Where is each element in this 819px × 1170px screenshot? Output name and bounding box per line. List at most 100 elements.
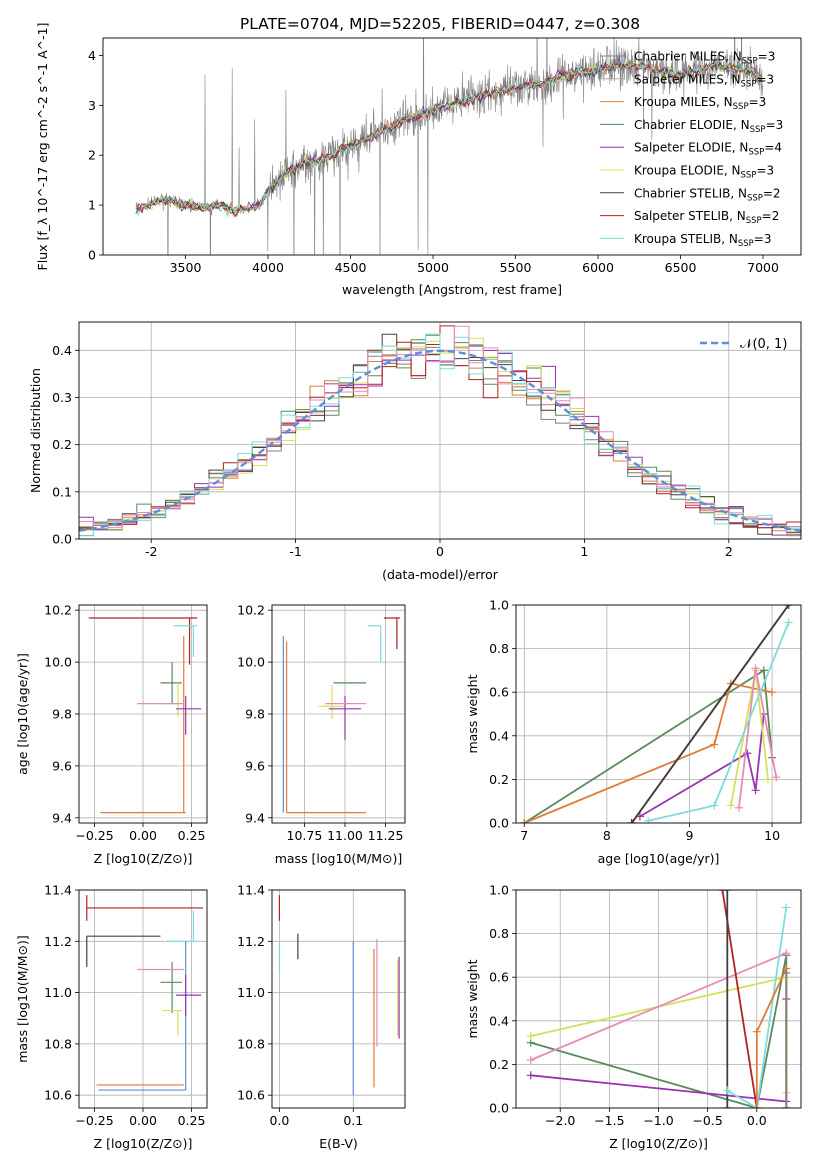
weight-marker xyxy=(752,1027,761,1036)
x-tick-label: 4500 xyxy=(335,260,367,275)
weight-marker xyxy=(752,1104,761,1108)
y-tick-label: 0.6 xyxy=(489,970,509,985)
weight-marker xyxy=(718,890,727,894)
y-tick-label: 9.8 xyxy=(52,707,72,722)
weight-marker xyxy=(763,775,772,784)
y-tick-label: 9.6 xyxy=(245,758,265,773)
figure-title: PLATE=0704, MJD=52205, FIBERID=0447, z=0… xyxy=(240,15,640,33)
y-tick-label: 10.6 xyxy=(237,1088,265,1103)
weight-marker xyxy=(784,618,793,627)
y-tick-label: 0.0 xyxy=(489,1101,509,1116)
y-axis-label: age [log10(age/yr)] xyxy=(15,653,30,775)
x-axis-label: Z [log10(Z/Z⊙)] xyxy=(609,1136,708,1151)
x-tick-label: 6500 xyxy=(665,260,697,275)
y-tick-label: 11.2 xyxy=(237,934,265,949)
x-tick-label: −2.0 xyxy=(545,1113,575,1128)
x-tick-label: −0.5 xyxy=(692,1113,722,1128)
mass-vs-EBV-marks xyxy=(278,895,400,1096)
y-tick-label: 0.8 xyxy=(489,926,509,941)
y-tick-label: 0.4 xyxy=(489,728,509,743)
weight-marker xyxy=(526,1071,535,1080)
age-vs-mass-panel: 10.75 11.00 11.25 9.4 9.6 9.8 10.0 10.2 mass [lo… xyxy=(237,603,406,866)
legend-label: Chabrier MILES, NSSP=3 xyxy=(634,50,775,67)
weight-marker xyxy=(726,801,735,810)
y-tick-label: 2 xyxy=(88,148,96,163)
y-tick-label: 10.6 xyxy=(44,1088,72,1103)
weight-series-line xyxy=(523,682,773,823)
weight-marker xyxy=(723,1086,732,1095)
x-tick-label: −0.25 xyxy=(75,828,113,843)
axes-frame xyxy=(102,37,802,256)
model-spectrum-line xyxy=(135,60,762,214)
weight-marker xyxy=(627,819,636,823)
y-tick-label: 11.4 xyxy=(44,883,72,898)
spectrum-marks xyxy=(135,38,764,255)
y-tick-label: 10.8 xyxy=(237,1036,265,1051)
legend-label: Kroupa STELIB, NSSP=3 xyxy=(634,232,772,249)
weight-marker xyxy=(526,1032,535,1041)
weight-marker xyxy=(782,1104,791,1108)
weight-marker xyxy=(644,816,653,823)
legend-label: Kroupa ELODIE, NSSP=3 xyxy=(634,164,774,181)
y-tick-label: 0.2 xyxy=(489,1057,509,1072)
y-tick-label: 0.0 xyxy=(489,816,509,831)
age-vs-Z-panel: −0.25 0.00 0.25 9.4 9.6 9.8 10.0 10.2 Z [log10(Z… xyxy=(15,603,208,866)
legend-label: Chabrier ELODIE, NSSP=3 xyxy=(634,118,783,135)
axes-frame xyxy=(271,889,406,1109)
y-tick-label: 11.2 xyxy=(44,934,72,949)
weight-vs-Z-marks xyxy=(526,890,791,1108)
x-tick-label: 7000 xyxy=(747,260,779,275)
x-tick-label: 10.75 xyxy=(287,828,323,843)
weight-marker xyxy=(735,803,744,812)
y-axis-label: Normed distribution xyxy=(28,368,43,493)
y-tick-label: 0.4 xyxy=(52,343,72,358)
weight-vs-Z-panel: −2.0 −1.5 −1.0 −0.5 0.0 0.0 0.2 0.4 0.6 0.8 1.0 Z [… xyxy=(465,883,802,1151)
x-tick-label: 6000 xyxy=(582,260,614,275)
y-tick-label: 10.2 xyxy=(44,603,72,618)
weight-marker xyxy=(723,1104,732,1108)
histogram-step-line xyxy=(79,325,801,536)
axes-frame xyxy=(271,604,406,824)
weight-marker xyxy=(784,605,793,609)
weight-marker xyxy=(520,819,529,823)
legend-label: Salpeter MILES, NSSP=3 xyxy=(634,72,774,89)
x-tick-label: 8 xyxy=(603,828,611,843)
y-tick-label: 9.4 xyxy=(52,810,72,825)
y-tick-label: 0.3 xyxy=(52,390,72,405)
mass-vs-Z-panel: −0.25 0.00 0.25 10.6 10.8 11.0 11.2 11.4 Z [log1… xyxy=(15,883,208,1151)
x-tick-label: 3500 xyxy=(170,260,202,275)
y-tick-label: 0.0 xyxy=(52,532,72,547)
y-tick-label: 1.0 xyxy=(489,598,509,613)
x-tick-label: −1.0 xyxy=(643,1113,673,1128)
y-tick-label: 1.0 xyxy=(489,883,509,898)
y-tick-label: 0 xyxy=(88,248,96,263)
y-tick-label: 3 xyxy=(88,98,96,113)
axes-frame xyxy=(78,321,802,540)
axes-frame xyxy=(78,889,208,1109)
y-tick-label: 0.8 xyxy=(489,641,509,656)
x-tick-label: 2 xyxy=(725,544,733,559)
weight-marker xyxy=(751,664,760,673)
mass-vs-EBV-grid xyxy=(272,889,405,1108)
age-vs-mass-marks xyxy=(282,617,401,814)
y-axis-label: mass weight xyxy=(465,959,480,1038)
model-spectrum-line xyxy=(135,59,762,217)
y-axis-label: mass weight xyxy=(465,674,480,753)
residual-histogram-panel: -2 -1 0 1 2 0.0 0.1 0.2 0.3 0.4 (data-model)/error… xyxy=(28,321,802,582)
x-axis-label: Z [log10(Z/Z⊙)] xyxy=(94,1136,193,1151)
y-tick-label: 10.2 xyxy=(237,603,265,618)
weight-marker xyxy=(710,801,719,810)
y-tick-label: 0.1 xyxy=(52,484,72,499)
age-vs-Z-grid xyxy=(79,605,207,823)
x-tick-label: 7 xyxy=(520,828,528,843)
x-tick-label: 4000 xyxy=(252,260,284,275)
weight-series-line xyxy=(639,713,765,818)
y-tick-label: 10.0 xyxy=(237,655,265,670)
x-tick-label: 0.00 xyxy=(129,828,157,843)
weight-series-line xyxy=(530,952,787,1061)
y-tick-label: 11.0 xyxy=(44,985,72,1000)
x-tick-label: -2 xyxy=(145,544,157,559)
x-tick-label: 5000 xyxy=(417,260,449,275)
y-tick-label: 0.4 xyxy=(489,1013,509,1028)
